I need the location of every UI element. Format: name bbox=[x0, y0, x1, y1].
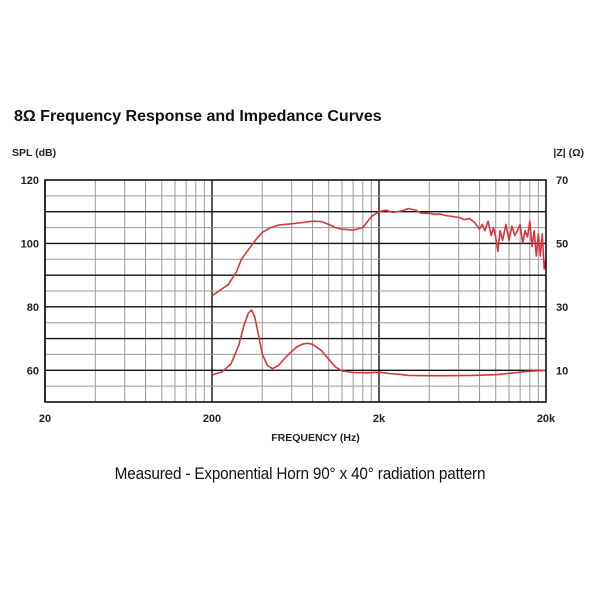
tick-labels: 20 200 2k 20k 60 80 100 120 10 30 50 70 bbox=[21, 175, 569, 425]
y-axis-left-title: SPL (dB) bbox=[12, 147, 56, 159]
y-axis-right-title: |Z| (Ω) bbox=[553, 147, 584, 159]
impedance-curve bbox=[211, 309, 547, 377]
spl-curve bbox=[211, 207, 547, 297]
x-tick-label: 20k bbox=[537, 413, 556, 425]
y-left-tick-label: 120 bbox=[21, 175, 39, 187]
y-left-tick-label: 100 bbox=[21, 238, 39, 250]
y-right-tick-label: 50 bbox=[556, 238, 568, 250]
grid bbox=[44, 180, 546, 402]
x-tick-label: 20 bbox=[39, 413, 51, 425]
curves bbox=[211, 207, 547, 377]
x-tick-label: 200 bbox=[203, 413, 221, 425]
y-right-tick-label: 10 bbox=[556, 365, 568, 377]
y-right-tick-label: 70 bbox=[556, 175, 568, 187]
x-tick-label: 2k bbox=[373, 413, 386, 425]
y-left-tick-label: 80 bbox=[27, 302, 39, 314]
x-axis-title: FREQUENCY (Hz) bbox=[271, 432, 359, 444]
plot-frame bbox=[44, 179, 547, 403]
y-right-tick-label: 30 bbox=[556, 302, 568, 314]
chart-title: 8Ω Frequency Response and Impedance Curv… bbox=[14, 108, 382, 125]
y-left-tick-label: 60 bbox=[27, 365, 39, 377]
caption: Measured - Exponential Horn 90° x 40° ra… bbox=[114, 464, 486, 483]
